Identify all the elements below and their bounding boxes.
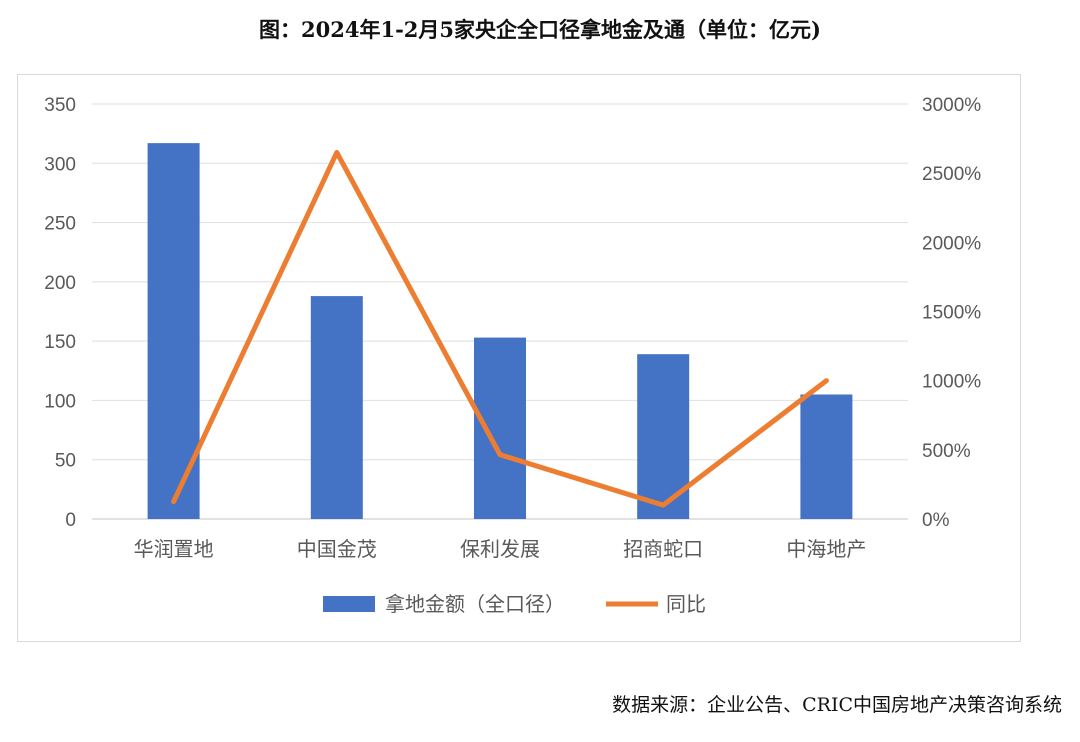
bar (147, 143, 200, 519)
right-tick-label: 2000% (922, 233, 981, 254)
left-tick-label: 200 (44, 273, 76, 294)
bar (474, 337, 526, 519)
chart-title: 图：2024年1-2月5家央企全口径拿地金及通（单位：亿元) (259, 17, 821, 42)
right-tick-label: 500% (922, 441, 971, 462)
left-tick-label: 50 (55, 451, 76, 472)
right-tick-label: 3000% (922, 95, 981, 116)
category-label: 保利发展 (460, 537, 540, 561)
chart-frame (17, 74, 1021, 642)
legend-bar-label: 拿地金额（全口径） (385, 592, 565, 616)
category-label: 中海地产 (786, 537, 866, 561)
left-tick-label: 0 (65, 510, 76, 531)
right-tick-label: 2500% (922, 164, 981, 185)
source-note: 数据来源：企业公告、CRIC中国房地产决策咨询系统 (612, 694, 1062, 716)
category-label: 华润置地 (134, 537, 214, 561)
legend-bar-swatch (323, 596, 375, 612)
right-tick-label: 1500% (922, 303, 981, 324)
left-tick-label: 300 (44, 154, 76, 175)
left-tick-label: 100 (44, 391, 76, 412)
category-label: 招商蛇口 (623, 537, 703, 561)
left-tick-label: 350 (44, 95, 76, 116)
left-tick-label: 250 (44, 214, 76, 235)
bar (310, 296, 363, 519)
line-series (171, 149, 829, 508)
left-tick-label: 150 (44, 332, 76, 353)
right-tick-label: 0% (922, 510, 950, 531)
right-tick-label: 1000% (922, 372, 981, 393)
bar (800, 394, 853, 519)
category-label: 中国金茂 (297, 537, 377, 561)
legend-line-label: 同比 (666, 592, 706, 616)
